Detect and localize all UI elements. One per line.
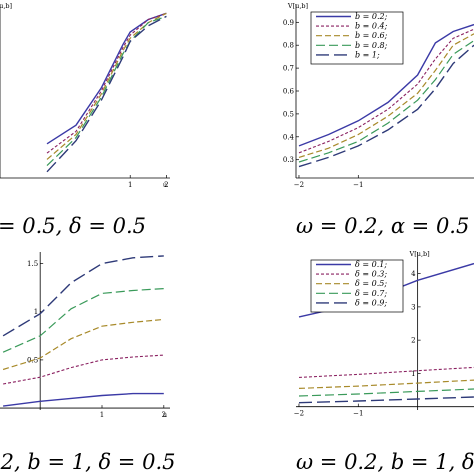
- y-tick-label: 0.8: [283, 42, 294, 50]
- legend-entry: b = 0.2;: [355, 12, 388, 21]
- series-line-3: [2, 318, 164, 371]
- y-tick-label: 0.3: [283, 156, 294, 164]
- series-line-4: [298, 388, 474, 397]
- series-line-4: [2, 288, 164, 353]
- y-axis-label: V[u,b]: [0, 2, 12, 10]
- legend-entry: b = 0.8;: [355, 41, 388, 50]
- legend-entry: b = 0.6;: [355, 31, 388, 40]
- x-tick-label: 2: [162, 411, 166, 419]
- series-line-3: [46, 12, 167, 160]
- x-axis-label: u: [163, 411, 167, 419]
- y-tick-label: 1.5: [27, 260, 38, 268]
- x-tick-label: −2: [294, 181, 304, 189]
- series-line-5: [298, 44, 474, 168]
- series-line-1: [3, 392, 164, 407]
- y-tick-label: 0.6: [283, 88, 295, 96]
- legend-entry: δ = 0.3;: [355, 270, 387, 279]
- y-tick-label: 0.9: [283, 19, 294, 27]
- y-tick-label: 1: [411, 370, 415, 378]
- series-line-1: [46, 12, 167, 145]
- legend-entry: b = 0.4;: [355, 22, 388, 31]
- series-line-3: [298, 379, 474, 389]
- x-tick-label: 1: [128, 181, 132, 189]
- caption-bottom-left: .2, b = 1, δ = 0.5: [0, 450, 175, 474]
- y-axis-label: V[u,b]: [409, 250, 430, 258]
- y-tick-label: 1: [34, 308, 38, 316]
- caption-bottom-right: ω = 0.2, b = 1, δ: [296, 450, 474, 474]
- x-tick-label: −1: [353, 181, 363, 189]
- series-line-2: [298, 366, 474, 378]
- y-tick-label: 0.4: [283, 133, 295, 141]
- legend-entry: δ = 0.5;: [355, 279, 387, 288]
- caption-top-right: ω = 0.2, α = 0.5: [296, 214, 469, 238]
- series-line-2: [46, 12, 167, 154]
- series-line-3: [298, 33, 474, 158]
- series-line-1: [298, 23, 474, 147]
- panel-top-left: 1 2 V[u,b] u: [0, 2, 170, 189]
- caption-top-left: = 0.5, δ = 0.5: [0, 214, 146, 238]
- legend-entry: δ = 0.1;: [355, 260, 387, 269]
- series-line-4: [298, 40, 474, 163]
- series-line-2: [3, 354, 164, 385]
- series-line-5: [46, 15, 167, 173]
- series-line-4: [46, 15, 167, 167]
- series-line-2: [298, 28, 474, 154]
- series-line-5: [298, 396, 474, 404]
- x-tick-label: 1: [100, 411, 104, 419]
- panel-top-right: −2 −10.30.40.50.60.70.80.9V[u,b]b = 0.2;b…: [283, 2, 474, 189]
- legend-entry: δ = 0.7;: [355, 289, 387, 298]
- y-tick-label: 0.5: [283, 110, 294, 118]
- x-tick-label: −2: [294, 410, 304, 418]
- x-tick-label: −1: [353, 410, 363, 418]
- panel-bottom-left: 1 20.511.5u: [0, 252, 170, 419]
- legend-entry: δ = 0.9;: [355, 298, 387, 307]
- y-tick-label: 3: [411, 303, 415, 311]
- legend-entry: b = 1;: [355, 50, 380, 59]
- x-axis-label: u: [163, 181, 167, 189]
- y-tick-label: 4: [411, 270, 416, 278]
- x-tick-label: 2: [164, 181, 168, 189]
- y-tick-label: 2: [411, 337, 415, 345]
- y-tick-label: 0.7: [283, 65, 294, 73]
- y-axis-label: V[u,b]: [287, 2, 308, 10]
